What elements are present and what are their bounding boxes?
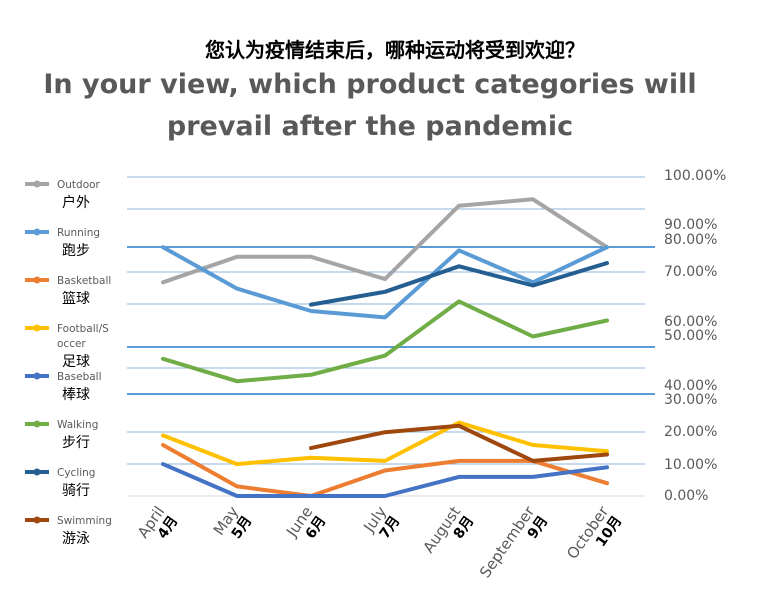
legend-label-cn: 跑步 — [62, 243, 90, 259]
legend-marker — [33, 324, 41, 332]
legend-label: Outdoor — [57, 179, 101, 191]
legend-marker — [33, 276, 41, 284]
legend-label-cn: 户外 — [62, 194, 90, 211]
legend-label: Running — [57, 227, 100, 239]
legend-label-cn: 篮球 — [62, 291, 90, 307]
series-line-running — [161, 245, 609, 320]
y-tick-label: 60.00% — [664, 314, 717, 330]
legend-label: occer — [57, 338, 86, 350]
y-tick-label: 50.00% — [664, 328, 717, 344]
legend-label-cn: 棒球 — [62, 387, 90, 403]
chart-subtitle: In your view, which product categories w… — [43, 69, 697, 142]
legend-marker — [33, 372, 41, 380]
y-tick-label: 20.00% — [664, 424, 717, 440]
y-tick-label: 30.00% — [664, 392, 717, 408]
y-tick-label: 0.00% — [664, 488, 708, 504]
chart-title: 您认为疫情结束后，哪种运动将受到欢迎？ — [205, 38, 585, 62]
legend-marker — [33, 228, 41, 236]
legend: Outdoor 户外 Running 跑步 Basketball 篮球 Football/S… — [25, 179, 112, 547]
y-tick-label: 90.00% — [664, 217, 717, 233]
legend-label: Basketball — [57, 275, 111, 287]
series-line-swimming — [309, 423, 609, 463]
x-tick-label: September — [476, 502, 539, 581]
series-lines — [161, 197, 609, 498]
legend-marker — [33, 180, 41, 188]
legend-label: Walking — [57, 419, 98, 431]
legend-marker — [33, 420, 41, 428]
legend-label: Swimming — [57, 515, 112, 527]
legend-label: Baseball — [57, 371, 102, 383]
legend-label-cn: 游泳 — [62, 531, 90, 547]
y-tick-label: 40.00% — [664, 378, 717, 394]
y-tick-label: 70.00% — [664, 264, 717, 280]
y-tick-label: 100.00% — [664, 168, 726, 184]
series-line-walking — [161, 299, 609, 384]
legend-marker — [33, 516, 41, 524]
legend-label-cn: 步行 — [62, 435, 90, 451]
y-tick-label: 10.00% — [664, 457, 717, 473]
series-line-football-soccer — [161, 420, 609, 467]
legend-label: Football/S — [57, 323, 109, 335]
legend-marker — [33, 468, 41, 476]
series-line-cycling — [309, 261, 609, 307]
legend-label: Cycling — [57, 467, 95, 479]
legend-label-cn: 足球 — [62, 354, 90, 370]
right-axis-labels: 100.00% 90.00%80.00% 70.00% 60.00%50.00% 40.… — [664, 168, 726, 504]
series-line-outdoor — [161, 197, 609, 285]
gridlines — [127, 176, 655, 497]
series-line-baseball — [161, 462, 609, 498]
y-tick-label: 80.00% — [664, 232, 717, 248]
series-line-basketball — [161, 443, 609, 498]
legend-label-cn: 骑行 — [62, 483, 90, 499]
